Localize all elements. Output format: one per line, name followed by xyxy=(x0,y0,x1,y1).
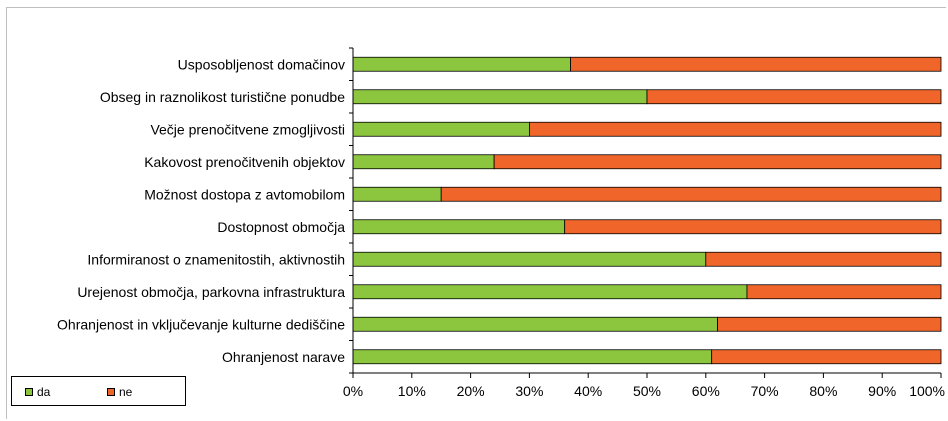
bar-da-1 xyxy=(352,89,648,105)
category-label: Dostopnost območja xyxy=(217,219,345,235)
x-axis: 0% 10% 20% 30% 40% 50% 60% 70% 80% 90% 100% xyxy=(343,47,945,399)
legend-swatch-ne xyxy=(107,388,115,396)
x-tick-label: 20% xyxy=(457,383,485,399)
bar-ne-9 xyxy=(711,349,942,365)
bar-ne-6 xyxy=(705,251,942,267)
bar-da-8 xyxy=(352,316,718,332)
bar-ne-3 xyxy=(493,154,942,170)
legend-label-da: da xyxy=(37,385,51,399)
bar-ne-0 xyxy=(570,56,942,72)
chart-frame xyxy=(6,7,946,419)
x-tick-label: 70% xyxy=(751,383,779,399)
bar-ne-7 xyxy=(746,284,942,300)
bar-da-0 xyxy=(352,56,571,72)
category-label: Urejenost območja, parkovna infrastruktu… xyxy=(77,284,345,300)
x-tick-label: 0% xyxy=(343,383,363,399)
category-label: Usposobljenost domačinov xyxy=(178,56,345,72)
bar-da-7 xyxy=(352,284,748,300)
category-labels: Usposobljenost domačinov Obseg in raznoli… xyxy=(57,56,345,365)
category-label: Ohranjenost in vključevanje kulturne ded… xyxy=(57,316,345,332)
x-tick-label: 60% xyxy=(692,383,720,399)
bar-da-9 xyxy=(352,349,713,365)
bar-ne-2 xyxy=(529,121,942,137)
category-label: Informiranost o znamenitostih, aktivnost… xyxy=(87,251,345,267)
legend-item-ne: ne xyxy=(107,385,132,399)
x-tick-label: 10% xyxy=(398,383,426,399)
x-tick-label: 40% xyxy=(574,383,602,399)
legend: da ne xyxy=(11,376,186,406)
category-label: Obseg in raznolikost turistične ponudbe xyxy=(100,89,345,105)
x-tick-label: 50% xyxy=(633,383,661,399)
bars-group xyxy=(352,56,942,365)
category-label: Ohranjenost narave xyxy=(222,349,345,365)
bar-ne-8 xyxy=(717,316,942,332)
bar-da-2 xyxy=(352,121,530,137)
x-tick-label: 30% xyxy=(515,383,543,399)
category-label: Možnost dostopa z avtomobilom xyxy=(144,186,345,202)
category-label: Večje prenočitvene zmogljivosti xyxy=(150,121,345,137)
legend-swatch-da xyxy=(25,388,33,396)
x-tick-label: 90% xyxy=(868,383,896,399)
bar-da-5 xyxy=(352,219,566,235)
legend-label-ne: ne xyxy=(119,385,133,399)
bar-ne-5 xyxy=(564,219,942,235)
legend-item-da: da xyxy=(25,385,50,399)
bar-ne-1 xyxy=(646,89,942,105)
bar-ne-4 xyxy=(440,186,942,202)
category-label: Kakovost prenočitvenih objektov xyxy=(144,154,345,170)
x-tick-label: 100% xyxy=(909,383,945,399)
x-tick-label: 80% xyxy=(809,383,837,399)
bar-da-6 xyxy=(352,251,707,267)
bar-da-4 xyxy=(352,186,442,202)
bar-da-3 xyxy=(352,154,495,170)
